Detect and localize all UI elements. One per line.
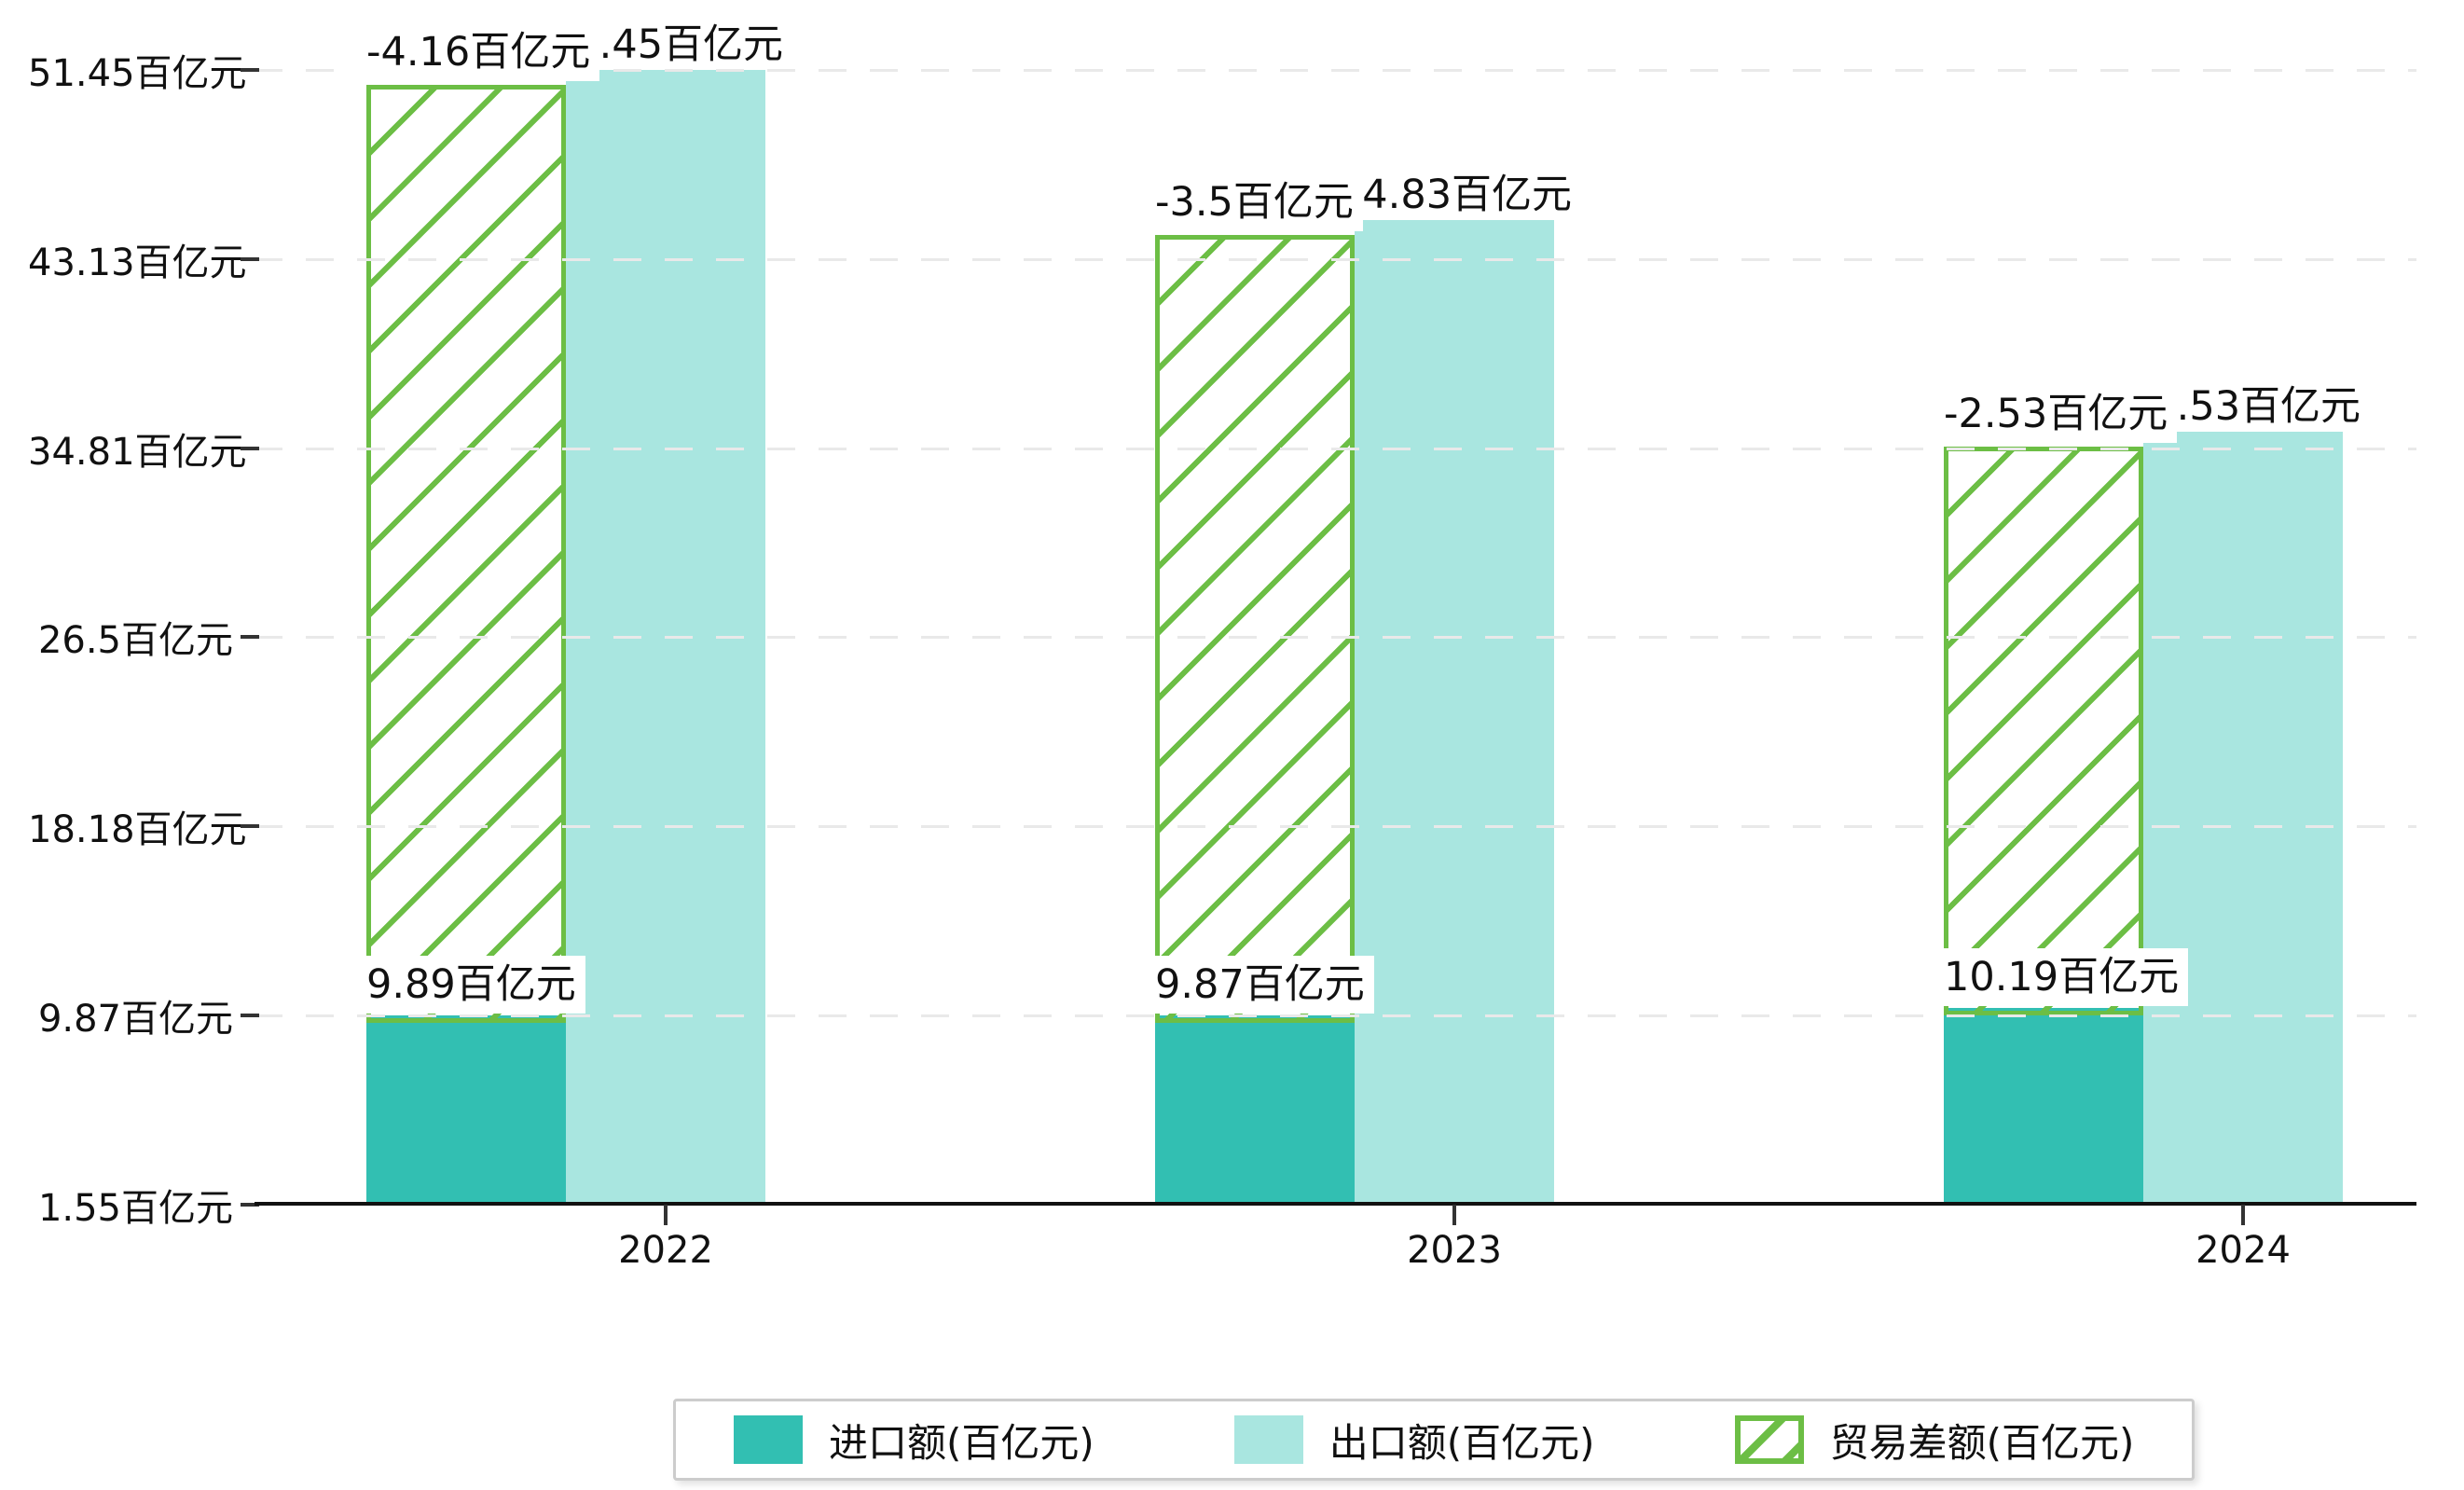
legend-label-import: 进口额(百亿元) — [829, 1419, 1094, 1466]
y-axis-tick — [241, 1203, 259, 1207]
y-axis-tick-label: 18.18百亿元 — [28, 808, 247, 852]
y-axis-tick — [241, 67, 259, 72]
trade-balance-swatch-icon — [1734, 1415, 1804, 1464]
import-swatch-icon — [734, 1415, 803, 1464]
x-axis-tick-label: 2022 — [618, 1229, 713, 1272]
x-axis-tick-label: 2024 — [2196, 1229, 2291, 1272]
legend-label-balance: 贸易差额(百亿元) — [1829, 1419, 2135, 1466]
y-axis-tick-label: 43.13百亿元 — [28, 241, 247, 284]
trade-balance-bar — [1944, 447, 2143, 1016]
import-value-label: 10.19百亿元 — [1934, 948, 2189, 1007]
trade-balance-bar — [366, 84, 566, 1023]
legend-label-export: 出口额(百亿元) — [1328, 1419, 1595, 1466]
gridline — [255, 825, 2416, 829]
y-axis-tick — [241, 256, 259, 261]
trade-balance-bar — [1155, 235, 1355, 1024]
trade-balance-value-label: -3.5百亿元 — [1146, 173, 1363, 232]
export-bar — [2143, 432, 2343, 1205]
gridline — [255, 1014, 2416, 1018]
trade-balance-value-label: -4.16百亿元 — [357, 22, 600, 81]
y-axis-tick-label: 9.87百亿元 — [37, 998, 233, 1042]
legend: 进口额(百亿元) 出口额(百亿元) 贸易差额(百亿元) — [673, 1399, 2196, 1481]
y-axis-tick — [241, 635, 259, 640]
trade-balance-value-label: -2.53百亿元 — [1934, 385, 2178, 444]
import-bar — [366, 1014, 566, 1205]
x-axis-tick — [2241, 1205, 2245, 1225]
import-value-label: 9.89百亿元 — [357, 955, 585, 1014]
gridline — [255, 257, 2416, 261]
x-axis-line — [255, 1202, 2416, 1206]
gridline — [255, 447, 2416, 450]
x-axis-tick — [1452, 1205, 1456, 1225]
legend-item-export: 出口额(百亿元) — [1233, 1412, 1595, 1469]
y-axis-tick-label: 1.55百亿元 — [37, 1187, 233, 1230]
y-axis-tick — [241, 824, 259, 829]
x-axis-tick-label: 2023 — [1407, 1229, 1502, 1272]
y-axis-tick — [241, 1014, 259, 1018]
gridline — [255, 636, 2416, 640]
import-bar — [1944, 1008, 2143, 1205]
x-axis-tick — [664, 1205, 668, 1225]
y-axis-tick-label: 26.5百亿元 — [37, 619, 233, 663]
legend-item-import: 进口额(百亿元) — [734, 1412, 1094, 1469]
gridline — [255, 68, 2416, 72]
y-axis-tick — [241, 446, 259, 450]
import-bar — [1155, 1015, 1355, 1205]
y-axis-tick-label: 51.45百亿元 — [28, 51, 247, 95]
export-swatch-icon — [1233, 1415, 1303, 1464]
y-axis-tick-label: 34.81百亿元 — [28, 430, 247, 474]
export-bar — [1355, 220, 1554, 1205]
import-value-label: 9.87百亿元 — [1146, 956, 1374, 1014]
legend-item-balance: 贸易差额(百亿元) — [1734, 1412, 2135, 1469]
export-value-label: 44.83百亿元 — [1336, 172, 1573, 219]
